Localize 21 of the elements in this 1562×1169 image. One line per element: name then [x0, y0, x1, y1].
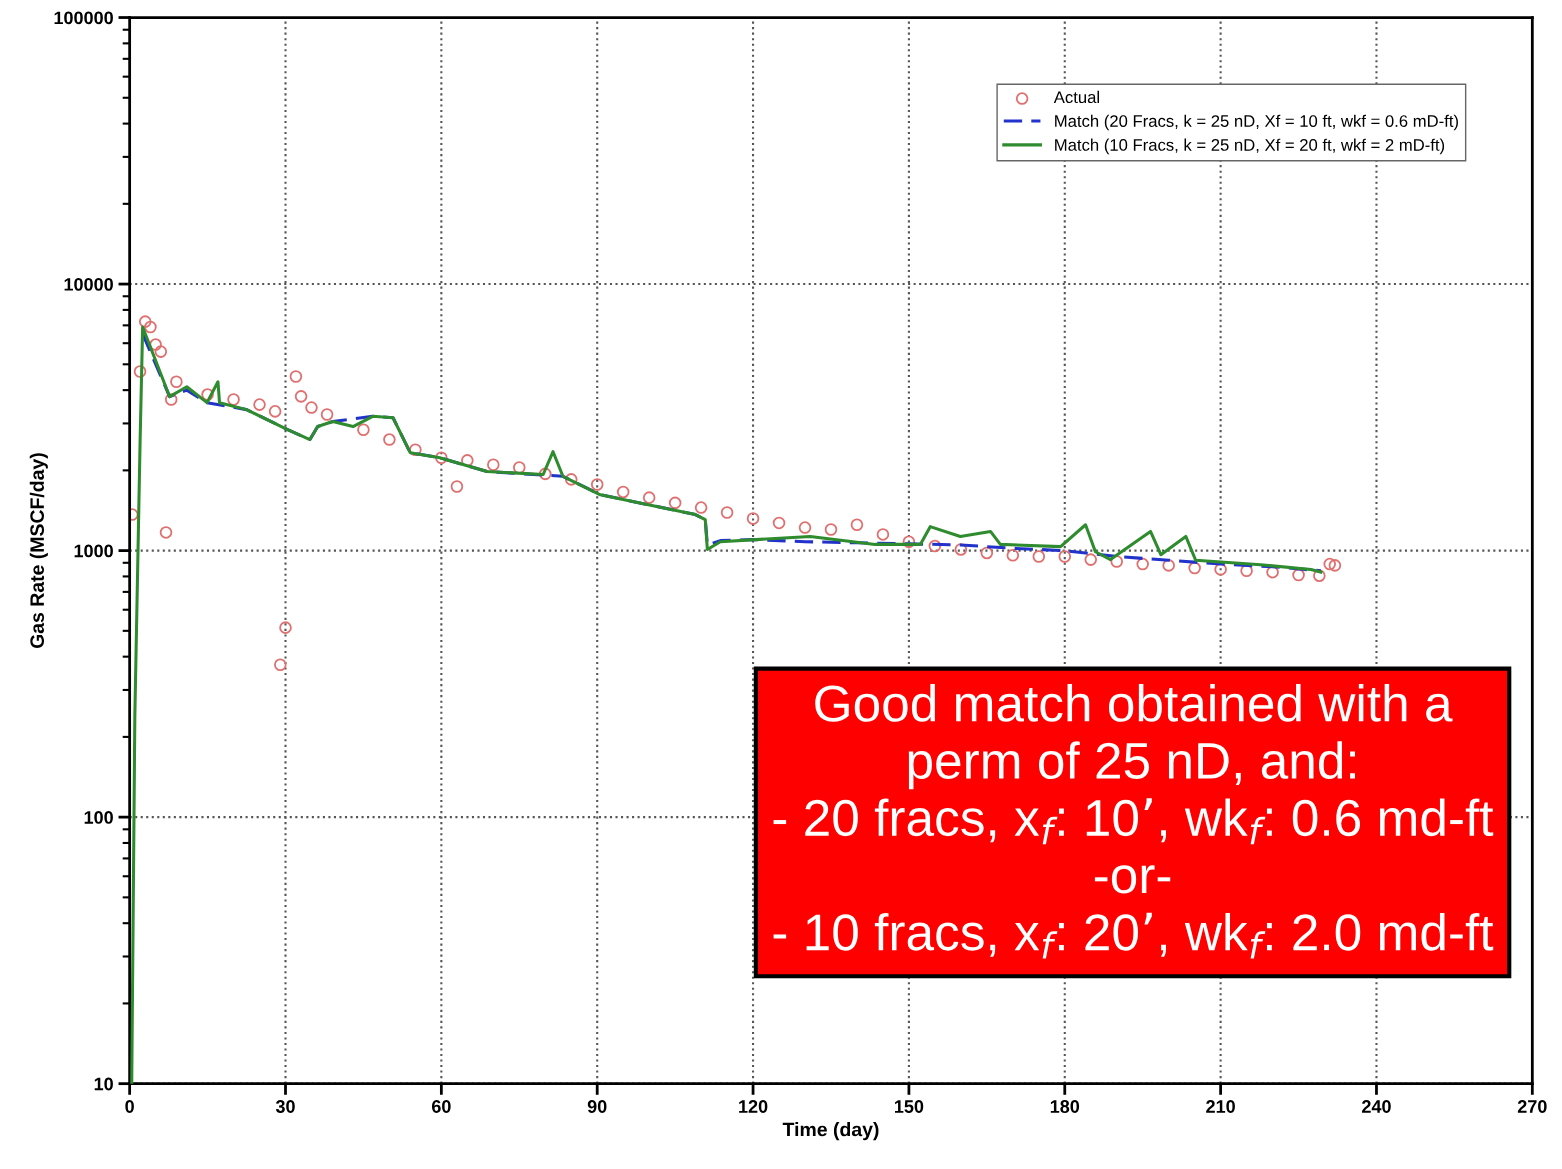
legend-label: Actual — [1053, 90, 1099, 104]
text: Good match obtained with a perm of 25 nD, and: - 20 fracs, x$_{f}$: 10’, wk$_{f}$: 0.6 md-ft -or- - 10 fracs, x$_{f}$: 20’, wk$_{f}$: 2.0 md-ft — [773, 684, 1494, 959]
x-tick-label: 150 — [894, 1100, 924, 1113]
x-tick-label: 180 — [1050, 1100, 1080, 1113]
x-tick-label: 60 — [431, 1100, 451, 1113]
y-tick-label: 100 — [84, 811, 113, 824]
y-tick-label: 10 — [94, 1077, 113, 1091]
x-tick-label: 210 — [1206, 1100, 1235, 1113]
legend-label: Match (10 Fracs, k = 25 nD, Xf = 20 ft, wkf = 2 mD-ft) — [1055, 138, 1445, 155]
x-tick-label: 120 — [739, 1100, 768, 1113]
x-tick-label: 240 — [1362, 1100, 1391, 1113]
y-tick-label: 1000 — [74, 544, 113, 558]
x-tick-label: 90 — [587, 1100, 607, 1113]
x-tick-label: 270 — [1517, 1100, 1547, 1113]
x-tick-label: 30 — [275, 1100, 295, 1113]
legend-label: Match (20 Fracs, k = 25 nD, Xf = 10 ft, wkf = 0.6 mD-ft) — [1055, 114, 1458, 131]
x-tick-label: 0 — [125, 1100, 134, 1113]
x-axis-title: Time (day) — [782, 1122, 879, 1141]
y-tick-label: 100000 — [54, 11, 113, 25]
y-tick-label: 10000 — [64, 278, 113, 291]
y-axis-title: Gas Rate (MSCF/day) — [29, 453, 48, 649]
